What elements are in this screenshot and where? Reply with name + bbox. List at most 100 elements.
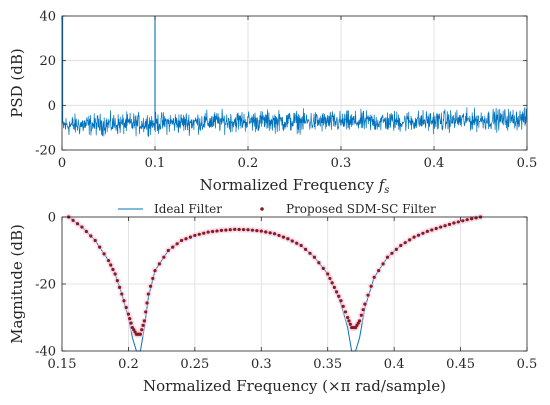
sdm-sc-filter-point xyxy=(84,229,88,234)
sdm-sc-filter-point xyxy=(403,241,407,245)
sdm-sc-filter-point xyxy=(377,269,381,273)
sdm-sc-filter-point xyxy=(456,220,460,224)
y-tick-label: -20 xyxy=(35,144,56,159)
sdm-sc-filter-point xyxy=(241,228,246,232)
sdm-sc-filter-point xyxy=(224,228,228,232)
sdm-sc-filter-point xyxy=(129,321,133,325)
x-tick-label: 0.25 xyxy=(180,357,209,372)
sdm-sc-filter-point xyxy=(113,272,117,276)
sdm-sc-filter-point xyxy=(447,222,452,226)
sdm-sc-filter-point xyxy=(115,279,119,283)
sdm-sc-filter-point xyxy=(465,218,469,222)
sdm-sc-filter-point xyxy=(142,319,146,323)
sdm-sc-filter-point xyxy=(328,276,332,281)
sdm-sc-filter-point xyxy=(106,258,111,263)
sdm-sc-filter-point xyxy=(264,230,268,234)
sdm-sc-filter-point xyxy=(295,241,299,245)
sdm-sc-filter-point xyxy=(102,252,106,256)
sdm-sc-filter-point xyxy=(157,262,162,266)
sdm-sc-filter-point xyxy=(89,234,93,238)
sdm-sc-filter-point xyxy=(394,247,398,251)
psd-noise-trace xyxy=(61,107,528,137)
sdm-sc-filter-point xyxy=(117,285,122,289)
sdm-sc-filter-point xyxy=(126,312,131,316)
sdm-sc-filter-point xyxy=(299,243,303,248)
sdm-sc-filter-point xyxy=(146,292,150,296)
sdm-sc-filter-point xyxy=(358,319,362,323)
sdm-sc-filter-point xyxy=(347,319,351,323)
sdm-sc-filter-point xyxy=(145,301,149,305)
magnitude-x-axis-label: Normalized Frequency (×π rad/sample) xyxy=(143,377,446,395)
sdm-sc-filter-point xyxy=(128,317,132,321)
sdm-sc-filter-point xyxy=(412,235,416,239)
sdm-sc-filter-point xyxy=(385,255,390,259)
sdm-sc-filter-point xyxy=(171,245,175,249)
sdm-sc-filter-point xyxy=(334,290,339,294)
sdm-sc-filter-point xyxy=(339,299,343,303)
sdm-sc-filter-point xyxy=(141,323,145,327)
sdm-sc-filter-point xyxy=(421,231,425,235)
x-tick-label: 0.35 xyxy=(313,357,342,372)
sdm-sc-filter-point xyxy=(202,231,206,235)
sdm-sc-filter-point xyxy=(346,315,350,320)
sdm-sc-filter-point xyxy=(153,269,157,273)
sdm-sc-filter-point xyxy=(109,263,113,267)
sdm-sc-filter-point xyxy=(399,243,403,248)
sdm-sc-filter-point xyxy=(148,284,153,288)
sdm-sc-filter-point xyxy=(326,272,330,276)
sdm-sc-filter-point xyxy=(268,231,272,235)
sdm-sc-filter-point xyxy=(430,228,434,232)
sdm-sc-filter-point xyxy=(308,251,312,255)
y-tick-label: 0 xyxy=(48,99,56,114)
sdm-sc-filter-point xyxy=(369,284,373,288)
sdm-sc-filter-point xyxy=(337,294,341,298)
magnitude-x-ticks: 0.15 0.2 0.25 0.3 0.35 0.4 0.45 0.5 xyxy=(48,217,538,372)
sdm-sc-filter-point xyxy=(416,233,421,237)
sdm-sc-filter-point xyxy=(434,226,438,231)
sdm-sc-filter-point xyxy=(330,281,334,285)
x-tick-label: 0.5 xyxy=(517,357,538,372)
psd-axes-frame xyxy=(61,15,528,151)
sdm-sc-filter-point xyxy=(140,328,144,332)
sdm-sc-filter-point xyxy=(461,219,465,223)
sdm-sc-filter-point xyxy=(348,322,352,326)
sdm-sc-filter-point xyxy=(219,228,224,232)
y-tick-label: 20 xyxy=(39,54,56,69)
sdm-sc-filter-point xyxy=(98,245,102,249)
sdm-sc-filter-point xyxy=(179,238,184,243)
sdm-sc-filter-point xyxy=(124,305,128,310)
sdm-sc-filter-point xyxy=(233,227,237,231)
x-tick-label: 0.5 xyxy=(517,156,538,171)
x-tick-label: 0.3 xyxy=(251,357,272,372)
sdm-sc-filter-point xyxy=(439,225,443,229)
sdm-sc-filter-point xyxy=(317,261,321,265)
magnitude-series xyxy=(65,213,484,352)
sdm-sc-filter-point xyxy=(193,233,197,238)
sdm-sc-filter-point xyxy=(184,237,188,241)
sdm-sc-filter-point xyxy=(277,233,281,238)
psd-y-ticks: -20 0 20 40 xyxy=(35,10,527,159)
psd-x-axis-label: Normalized Frequency fs xyxy=(200,176,390,196)
sdm-sc-filter-point xyxy=(206,230,210,234)
sdm-sc-filter-point xyxy=(80,225,84,229)
sdm-sc-filter-point xyxy=(290,239,294,243)
sdm-sc-filter-point xyxy=(122,299,126,303)
sdm-sc-filter-point xyxy=(303,247,308,251)
sdm-sc-filter-point xyxy=(162,255,166,259)
sdm-sc-filter-point xyxy=(210,229,215,234)
x-tick-label: 0.2 xyxy=(238,156,259,171)
y-tick-label: 40 xyxy=(39,10,56,25)
sdm-sc-filter-point xyxy=(332,285,336,289)
magnitude-y-ticks: -40 -20 0 xyxy=(35,211,527,360)
x-tick-label: 0.45 xyxy=(446,357,475,372)
legend-swatch-sdm-sc-filter xyxy=(260,207,264,211)
sdm-sc-filter-point xyxy=(138,332,142,336)
sdm-sc-filter-point xyxy=(443,224,447,228)
sdm-sc-filter-point xyxy=(312,255,317,259)
psd-plot-area xyxy=(62,16,527,150)
sdm-sc-filter-point xyxy=(341,304,345,308)
sdm-sc-filter-point xyxy=(166,248,170,253)
sdm-sc-filter-point xyxy=(381,262,385,266)
